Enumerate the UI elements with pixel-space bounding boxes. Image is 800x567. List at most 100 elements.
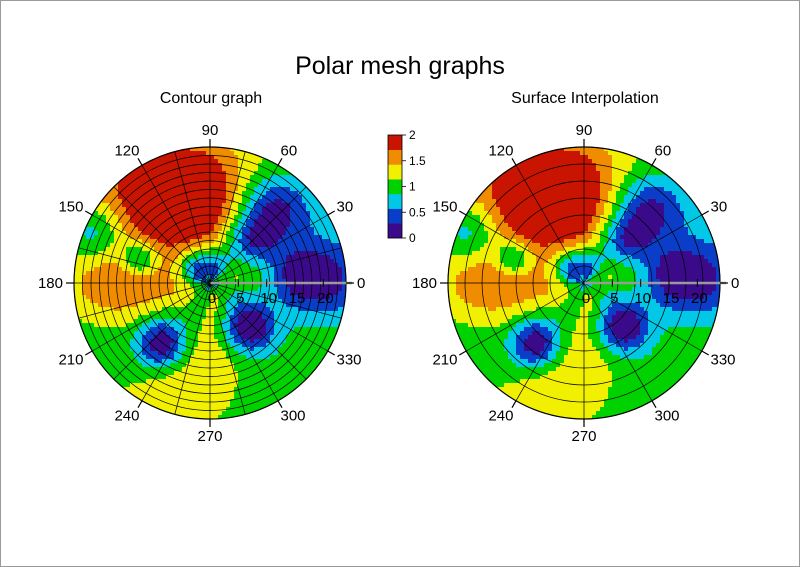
field-cell (512, 335, 517, 340)
field-cell (218, 315, 223, 320)
field-cell (238, 383, 243, 388)
field-cell (90, 219, 95, 224)
field-cell (170, 203, 175, 208)
field-cell (310, 287, 315, 292)
field-cell (508, 371, 513, 376)
field-cell (146, 335, 151, 340)
field-cell (198, 211, 203, 216)
field-cell (262, 183, 267, 188)
field-cell (274, 299, 279, 304)
field-cell (138, 183, 143, 188)
field-cell (134, 267, 139, 272)
field-cell (516, 367, 521, 372)
field-cell (158, 243, 163, 248)
field-cell (178, 247, 183, 252)
grid-spoke (209, 165, 279, 284)
field-cell (294, 267, 299, 272)
field-cell (226, 411, 231, 416)
field-cell (202, 399, 207, 404)
field-cell (118, 315, 123, 320)
field-cell (262, 403, 267, 408)
field-cell (98, 223, 103, 228)
field-cell (476, 359, 481, 364)
field-cell (508, 299, 513, 304)
field-cell (286, 287, 291, 292)
angle-tick-label: 240 (114, 408, 139, 425)
field-cell (150, 315, 155, 320)
field-cell (528, 267, 533, 272)
field-cell (246, 167, 251, 172)
field-cell (282, 275, 287, 280)
field-cell (254, 339, 259, 344)
field-cell (504, 171, 509, 176)
field-cell (94, 211, 99, 216)
field-cell (114, 343, 119, 348)
field-cell (286, 299, 291, 304)
field-cell (508, 235, 513, 240)
field-cell (468, 255, 473, 260)
field-cell (218, 227, 223, 232)
field-cell (206, 355, 211, 360)
field-cell (306, 215, 311, 220)
field-cell (504, 287, 509, 292)
field-cell (142, 171, 147, 176)
field-cell (298, 315, 303, 320)
field-cell (182, 363, 187, 368)
field-cell (226, 239, 231, 244)
field-cell (520, 343, 525, 348)
field-cell (334, 235, 339, 240)
field-cell (210, 359, 215, 364)
field-cell (222, 147, 227, 152)
field-cell (254, 191, 259, 196)
field-cell (210, 311, 215, 316)
field-cell (190, 211, 195, 216)
field-cell (254, 155, 259, 160)
field-cell (472, 347, 477, 352)
field-cell (166, 359, 171, 364)
field-cell (134, 231, 139, 236)
field-cell (114, 251, 119, 256)
field-cell (302, 331, 307, 336)
field-cell (130, 375, 135, 380)
field-cell (326, 319, 331, 324)
field-cell (516, 211, 521, 216)
field-cell (98, 263, 103, 268)
field-cell (98, 203, 103, 208)
field-cell (154, 219, 159, 224)
field-cell (310, 311, 315, 316)
field-cell (110, 263, 115, 268)
field-cell (186, 323, 191, 328)
field-cell (182, 327, 187, 332)
field-cell (162, 295, 167, 300)
field-cell (302, 315, 307, 320)
field-cell (118, 347, 123, 352)
field-cell (230, 395, 235, 400)
field-cell (282, 347, 287, 352)
field-cell (310, 227, 315, 232)
field-cell (194, 283, 199, 288)
field-cell (492, 363, 497, 368)
field-cell (460, 307, 465, 312)
field-cell (306, 319, 311, 324)
field-cell (508, 231, 513, 236)
grid-spoke (209, 247, 342, 284)
field-cell (250, 155, 255, 160)
field-cell (198, 187, 203, 192)
field-cell (122, 247, 127, 252)
field-cell (516, 403, 521, 408)
field-cell (178, 351, 183, 356)
field-cell (298, 327, 303, 332)
field-cell (162, 403, 167, 408)
field-cell (218, 375, 223, 380)
field-cell (492, 339, 497, 344)
field-cell (190, 175, 195, 180)
field-cell (194, 243, 199, 248)
field-cell (516, 355, 521, 360)
field-cell (488, 203, 493, 208)
field-cell (142, 195, 147, 200)
field-cell (452, 251, 457, 256)
field-cell (190, 343, 195, 348)
field-cell (246, 179, 251, 184)
field-cell (158, 211, 163, 216)
field-cell (528, 363, 533, 368)
